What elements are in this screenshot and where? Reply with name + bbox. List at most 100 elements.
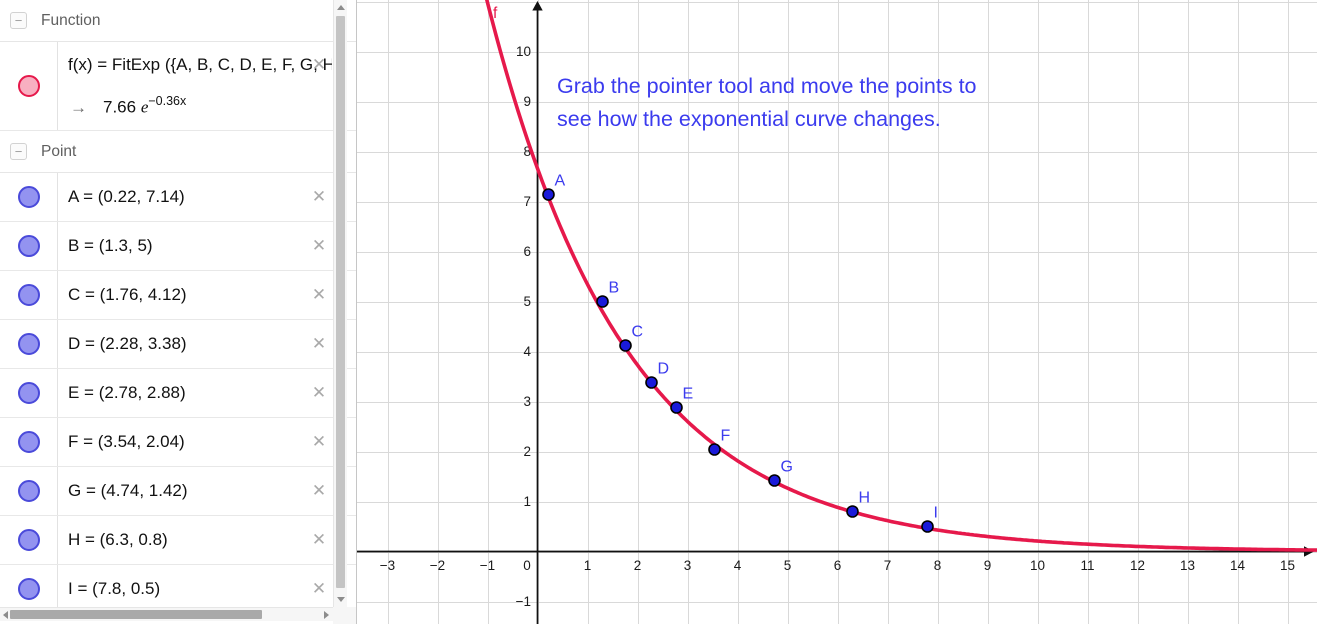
graph-point-E[interactable] <box>670 401 683 414</box>
x-tick-label: 12 <box>1130 558 1145 573</box>
point-visibility-toggle[interactable] <box>17 480 40 502</box>
x-tick-label: 14 <box>1230 558 1246 573</box>
delete-point-button[interactable]: ✕ <box>308 333 330 355</box>
x-tick-label: 3 <box>684 558 692 573</box>
point-label-A: A <box>555 173 566 190</box>
point-visibility-toggle[interactable] <box>17 284 40 306</box>
x-tick-label: 0 <box>523 558 531 573</box>
graph-point-D[interactable] <box>645 376 658 389</box>
x-tick-label: −1 <box>480 558 495 573</box>
instruction-text-line2[interactable]: see how the exponential curve changes. <box>557 107 941 131</box>
point-toggle-cell <box>0 320 58 368</box>
point-row-F[interactable]: F = (3.54, 2.04) ✕ <box>0 418 356 467</box>
point-toggle-cell <box>0 271 58 319</box>
collapse-point-button[interactable]: − <box>10 143 27 160</box>
y-tick-label: 6 <box>523 244 531 259</box>
y-tick-label: −1 <box>516 594 531 609</box>
point-toggle-cell <box>0 173 58 221</box>
panel-horizontal-scrollbar[interactable] <box>0 607 333 621</box>
scroll-up-icon[interactable] <box>337 5 345 10</box>
result-coefficient: 7.66 <box>103 97 141 117</box>
graph-point-A[interactable] <box>542 188 555 201</box>
delete-function-button[interactable]: ✕ <box>308 54 330 76</box>
point-row-list: A = (0.22, 7.14) ✕ B = (1.3, 5) ✕ C = (1… <box>0 173 356 614</box>
point-row-G[interactable]: G = (4.74, 1.42) ✕ <box>0 467 356 516</box>
panel-vertical-scrollbar[interactable] <box>333 0 347 607</box>
delete-point-button[interactable]: ✕ <box>308 382 330 404</box>
y-tick-label: 10 <box>516 44 531 59</box>
point-visibility-toggle[interactable] <box>17 529 40 551</box>
y-axis-arrow-icon <box>532 1 543 11</box>
point-row-I[interactable]: I = (7.8, 0.5) ✕ <box>0 565 356 614</box>
scroll-right-icon[interactable] <box>324 611 329 619</box>
point-label-H: H <box>859 490 871 507</box>
point-row-B[interactable]: B = (1.3, 5) ✕ <box>0 222 356 271</box>
point-visibility-toggle[interactable] <box>17 186 40 208</box>
point-definition[interactable]: G = (4.74, 1.42) <box>68 481 188 500</box>
curve-label: f <box>493 5 498 22</box>
point-definition[interactable]: B = (1.3, 5) <box>68 236 153 255</box>
y-tick-label: 1 <box>523 494 531 509</box>
point-row-D[interactable]: D = (2.28, 3.38) ✕ <box>0 320 356 369</box>
point-definition[interactable]: I = (7.8, 0.5) <box>68 579 161 598</box>
function-toggle-cell <box>0 42 58 130</box>
function-section-label: Function <box>41 11 101 29</box>
collapse-function-button[interactable]: − <box>10 12 27 29</box>
y-tick-label: 4 <box>523 344 531 359</box>
scrollbar-corner <box>333 607 356 624</box>
delete-point-button[interactable]: ✕ <box>308 284 330 306</box>
point-definition[interactable]: E = (2.78, 2.88) <box>68 383 186 402</box>
point-row-A[interactable]: A = (0.22, 7.14) ✕ <box>0 173 356 222</box>
x-tick-label: 13 <box>1180 558 1195 573</box>
graph-point-B[interactable] <box>596 295 609 308</box>
x-tick-label: 8 <box>934 558 942 573</box>
point-visibility-toggle[interactable] <box>17 235 40 257</box>
function-result: → 7.66 e−0.36x <box>70 94 186 118</box>
point-definition[interactable]: C = (1.76, 4.12) <box>68 285 187 304</box>
graph-point-G[interactable] <box>768 474 781 487</box>
scroll-left-icon[interactable] <box>3 611 8 619</box>
point-definition[interactable]: F = (3.54, 2.04) <box>68 432 185 451</box>
horizontal-scroll-thumb[interactable] <box>10 610 262 619</box>
point-definition[interactable]: A = (0.22, 7.14) <box>68 187 185 206</box>
y-tick-label: 7 <box>523 194 531 209</box>
x-tick-label: 15 <box>1280 558 1295 573</box>
delete-point-button[interactable]: ✕ <box>308 480 330 502</box>
point-row-H[interactable]: H = (6.3, 0.8) ✕ <box>0 516 356 565</box>
graphics-view[interactable]: −3 −2 −1 0 1 2 3 4 5 6 7 8 9 10 11 12 13 14 15 −1 1 2 3 4 5 6 7 8 9 1… <box>357 0 1317 624</box>
point-visibility-toggle[interactable] <box>17 382 40 404</box>
x-tick-label: −2 <box>430 558 445 573</box>
delete-point-button[interactable]: ✕ <box>308 235 330 257</box>
graph-point-H[interactable] <box>846 505 859 518</box>
function-definition[interactable]: f(x) = FitExp ({A, B, C, D, E, F, G, H, <box>68 55 332 74</box>
function-visibility-toggle[interactable] <box>17 75 40 97</box>
point-label-I: I <box>934 505 938 522</box>
graph-point-I[interactable] <box>921 520 934 533</box>
function-row[interactable]: f(x) = FitExp ({A, B, C, D, E, F, G, H, … <box>0 42 356 131</box>
algebra-panel: − Function f(x) = FitExp ({A, B, C, D, E… <box>0 0 357 624</box>
point-label-F: F <box>721 428 731 445</box>
point-toggle-cell <box>0 222 58 270</box>
x-tick-label: −3 <box>380 558 395 573</box>
plot-canvas[interactable]: −3 −2 −1 0 1 2 3 4 5 6 7 8 9 10 11 12 13 14 15−11234567891… <box>357 0 1317 624</box>
graph-point-C[interactable] <box>619 339 632 352</box>
instruction-text-line1[interactable]: Grab the pointer tool and move the point… <box>557 74 977 98</box>
y-tick-label: 8 <box>523 144 531 159</box>
point-definition[interactable]: H = (6.3, 0.8) <box>68 530 168 549</box>
point-definition[interactable]: D = (2.28, 3.38) <box>68 334 187 353</box>
point-row-E[interactable]: E = (2.78, 2.88) ✕ <box>0 369 356 418</box>
point-toggle-cell <box>0 418 58 466</box>
x-tick-label: 7 <box>884 558 892 573</box>
scroll-down-icon[interactable] <box>337 597 345 602</box>
delete-point-button[interactable]: ✕ <box>308 186 330 208</box>
point-visibility-toggle[interactable] <box>17 578 40 600</box>
vertical-scroll-thumb[interactable] <box>336 16 345 588</box>
graph-point-F[interactable] <box>708 443 721 456</box>
point-row-C[interactable]: C = (1.76, 4.12) ✕ <box>0 271 356 320</box>
delete-point-button[interactable]: ✕ <box>308 529 330 551</box>
point-visibility-toggle[interactable] <box>17 431 40 453</box>
point-visibility-toggle[interactable] <box>17 333 40 355</box>
delete-point-button[interactable]: ✕ <box>308 431 330 453</box>
delete-point-button[interactable]: ✕ <box>308 578 330 600</box>
